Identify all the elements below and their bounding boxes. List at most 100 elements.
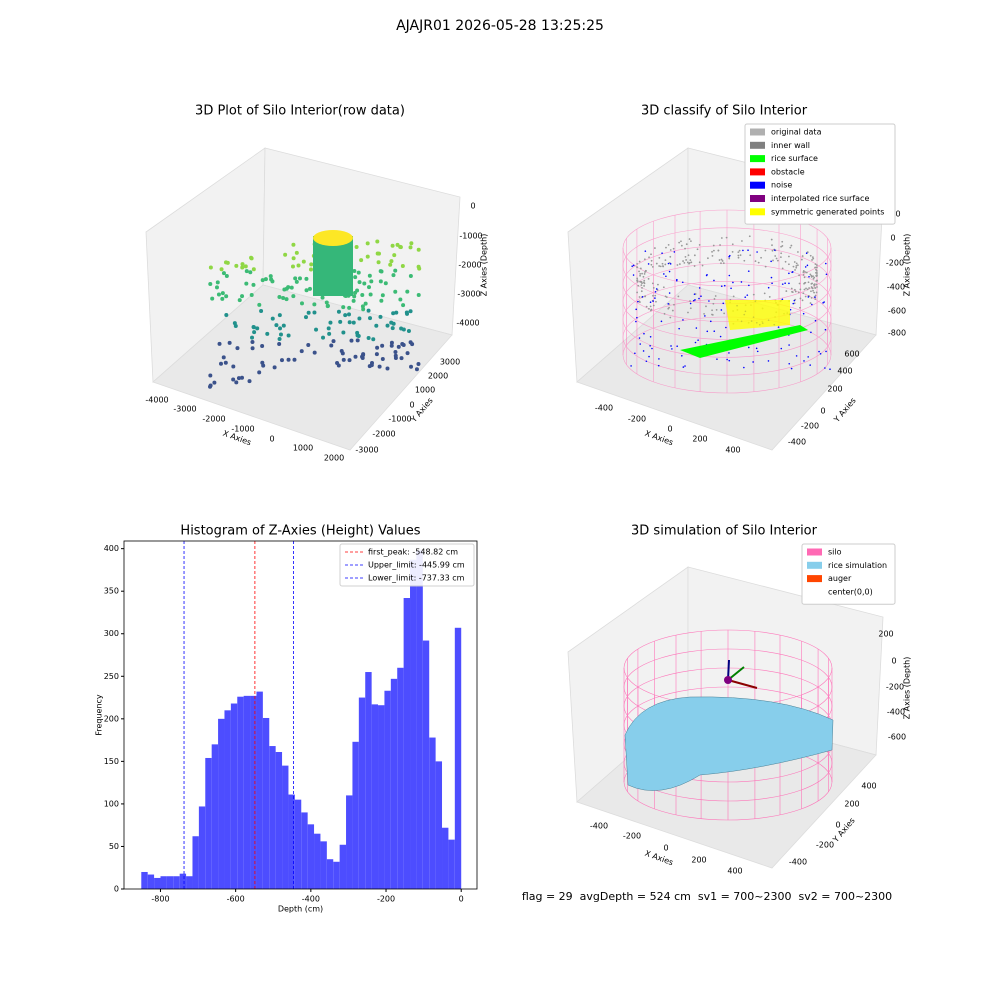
point: [660, 320, 663, 323]
bar: [205, 757, 212, 889]
point: [393, 356, 398, 361]
point: [812, 277, 815, 280]
z-tick-label: -400: [887, 283, 905, 292]
y-tick-label: 350: [104, 587, 119, 596]
bar: [320, 841, 327, 889]
point: [644, 250, 647, 252]
point: [637, 284, 640, 287]
point: [757, 261, 760, 264]
point: [409, 364, 414, 369]
legend-swatch: [750, 155, 765, 163]
z-tick-label: -1000: [459, 232, 482, 241]
point: [406, 328, 411, 333]
point: [690, 261, 693, 264]
point: [795, 265, 798, 267]
point: [730, 287, 732, 290]
point: [259, 309, 264, 314]
x-tick-label: -200: [628, 415, 646, 424]
point: [215, 280, 220, 285]
point: [785, 290, 788, 292]
point: [818, 350, 820, 353]
point: [377, 364, 382, 369]
point: [678, 263, 681, 265]
point: [385, 366, 390, 371]
point: [728, 359, 731, 362]
point: [234, 263, 239, 268]
point: [689, 307, 692, 310]
point: [709, 320, 712, 323]
point: [698, 287, 701, 289]
point: [663, 312, 666, 315]
point: [728, 255, 730, 258]
y-tick-label: 0: [835, 821, 840, 830]
point: [684, 247, 686, 250]
point: [388, 262, 393, 267]
bar: [147, 874, 155, 889]
point: [647, 277, 650, 280]
point: [243, 264, 248, 269]
point: [806, 264, 809, 267]
point: [726, 358, 728, 361]
z-tick-label: -200: [886, 683, 904, 692]
point: [374, 352, 379, 357]
point: [636, 266, 638, 268]
point: [669, 263, 672, 265]
point: [277, 313, 282, 318]
point: [807, 281, 810, 284]
bar: [211, 744, 219, 889]
point: [790, 367, 793, 370]
legend-swatch: [750, 168, 765, 176]
point: [673, 303, 675, 306]
point: [379, 298, 384, 303]
point: [291, 294, 296, 299]
point: [771, 249, 774, 252]
point: [805, 287, 807, 290]
point: [321, 335, 326, 340]
point: [389, 259, 394, 264]
point: [667, 307, 670, 310]
point: [797, 251, 799, 253]
bar: [198, 806, 206, 889]
point: [795, 262, 798, 265]
z-tick-label: -400: [887, 708, 905, 717]
point: [224, 312, 229, 317]
point: [764, 265, 767, 268]
point: [797, 291, 800, 294]
point: [341, 305, 346, 310]
point: [811, 287, 814, 290]
y-tick-label: 3000: [440, 358, 460, 367]
legend-swatch: [807, 561, 822, 569]
point: [781, 240, 784, 243]
point: [408, 274, 413, 279]
point: [365, 241, 370, 246]
point: [371, 337, 376, 342]
bar: [275, 752, 283, 889]
point: [676, 345, 678, 348]
footer: flag = 29 avgDepth = 524 cm sv1 = 700~23…: [522, 890, 892, 903]
point: [251, 267, 256, 272]
point: [718, 259, 721, 261]
point: [732, 281, 734, 284]
point: [392, 253, 397, 258]
point: [742, 249, 744, 252]
y-tick-label: 0: [409, 401, 414, 410]
legend-swatch: [807, 575, 822, 583]
point: [688, 238, 691, 240]
rice-simulation: [624, 696, 834, 791]
point: [700, 295, 702, 298]
point: [713, 298, 716, 300]
point: [698, 261, 701, 264]
point: [649, 301, 652, 303]
point: [788, 282, 790, 285]
symmetric: [725, 300, 790, 330]
point: [793, 299, 796, 302]
point: [218, 361, 223, 366]
point: [634, 352, 636, 355]
point: [643, 332, 645, 335]
point: [277, 342, 282, 347]
point: [231, 377, 236, 382]
point: [814, 319, 817, 322]
point: [270, 279, 275, 284]
legend-label: first_peak: -548.82 cm: [368, 548, 458, 557]
bar: [282, 765, 289, 889]
